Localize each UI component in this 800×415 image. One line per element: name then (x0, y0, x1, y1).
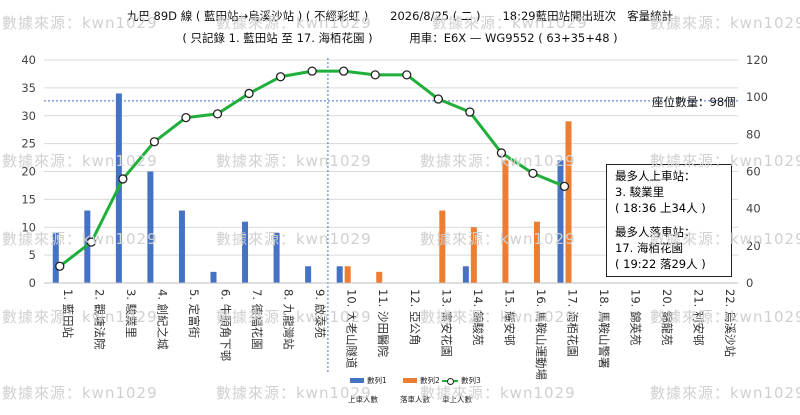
bar-alighting (439, 210, 446, 283)
max-boarding-stop: 3. 駿業里 (615, 185, 665, 199)
y-left-tick-label: 35 (21, 81, 36, 95)
bar-boarding (273, 232, 280, 283)
legend-series3-label: 車上人數 (442, 395, 472, 404)
legend-swatch-alighting (403, 378, 417, 383)
x-tick-label: 20. 錦龍苑 (660, 289, 674, 346)
onboard-point (465, 107, 475, 117)
onboard-point (118, 174, 128, 184)
x-tick-label: 5. 定富街 (187, 289, 201, 339)
chart-title-line2: ( 只記錄 1. 藍田站 至 17. 海栢花園 ) 用車：E6X — WG955… (182, 31, 618, 45)
bar-alighting (376, 271, 383, 283)
onboard-point (212, 109, 223, 119)
bar-alighting (470, 227, 477, 283)
onboard-point (244, 88, 254, 99)
x-tick-label: 1. 藍田站 (61, 289, 75, 339)
onboard-point (559, 181, 570, 192)
x-tick-label: 10. 大老山隧道 (345, 289, 359, 369)
bar-boarding (462, 266, 469, 283)
y-right-tick-label: 80 (746, 127, 761, 141)
x-tick-label: 7. 德福花園 (250, 289, 264, 350)
onboard-point (149, 137, 160, 147)
max-alighting-stop: 17. 海栢花園 (615, 241, 683, 255)
legend-series2-name: 數列2 (420, 376, 440, 385)
bar-boarding (336, 266, 343, 283)
onboard-point (275, 72, 286, 82)
max-boarding-heading: 最多人上車站： (615, 169, 696, 183)
onboard-point (307, 66, 317, 76)
legend: 數列1 上車人數 數列2 落車人數 數列3 車上人數 (340, 376, 500, 408)
max-boarding-detail: ( 18:36 上34人 ) (615, 201, 706, 215)
x-tick-label: 2. 觀塘法院 (92, 289, 106, 350)
legend-series3-name: 數列3 (461, 376, 481, 385)
legend-swatch-boarding (350, 378, 364, 383)
info-box: 最多人上車站： 3. 駿業里 ( 18:36 上34人 ) 最多人落車站： 17… (606, 164, 732, 277)
x-tick-label: 21. 利安邨 (692, 289, 706, 346)
y-right-tick-label: 0 (746, 276, 753, 290)
legend-series1-name: 數列1 (367, 376, 387, 385)
legend-series1-label: 上車人數 (348, 395, 378, 404)
onboard-point (433, 94, 443, 104)
onboard-point (181, 112, 191, 123)
y-right-tick-label: 20 (746, 239, 761, 253)
onboard-point (339, 66, 349, 76)
x-tick-label: 12. 亞公角 (408, 289, 422, 345)
onboard-point (496, 148, 507, 158)
y-left-tick-label: 25 (21, 137, 36, 151)
onboard-point (86, 237, 96, 247)
capacity-label: 座位數量：98個 (652, 95, 736, 109)
bar-boarding (242, 221, 249, 283)
x-tick-label: 18. 馬鞍山警署 (597, 289, 611, 368)
y-left-tick-label: 10 (21, 220, 36, 234)
bar-boarding (557, 160, 564, 283)
y-left-tick-label: 0 (29, 276, 36, 290)
bar-alighting (565, 121, 572, 283)
y-right-tick-label: 60 (746, 165, 761, 179)
bar-alighting (344, 266, 351, 283)
x-tick-label: 22. 烏溪沙站 (723, 289, 737, 357)
bar-alighting (502, 160, 509, 283)
y-left-tick-label: 5 (29, 248, 36, 262)
x-tick-label: 13. 富安花園 (439, 289, 453, 357)
x-tick-label: 19. 錦英苑 (629, 289, 643, 346)
bar-boarding (305, 266, 312, 283)
max-alighting-heading: 最多人落車站： (615, 225, 696, 239)
x-tick-label: 3. 駿業里 (124, 289, 138, 338)
y-right-tick-label: 40 (746, 202, 761, 216)
y-right-tick-label: 120 (746, 53, 768, 67)
legend-marker-onboard (447, 378, 454, 385)
x-tick-label: 8. 九龍灣站 (282, 289, 296, 350)
y-left-tick-label: 40 (21, 53, 36, 67)
x-tick-label: 4. 創紀之城 (155, 289, 169, 350)
onboard-point (370, 70, 380, 80)
x-tick-label: 16. 馬鞍山運動場 (534, 289, 548, 380)
y-right-tick-label: 100 (746, 90, 768, 104)
x-tick-label: 6. 牛頭角下邨 (219, 289, 233, 362)
bar-boarding (52, 232, 59, 283)
bar-boarding (147, 171, 154, 283)
onboard-point (55, 261, 65, 271)
bar-boarding (210, 271, 217, 283)
y-left-tick-label: 30 (21, 109, 36, 123)
x-tick-label: 11. 沙田醫院 (376, 289, 390, 357)
x-tick-label: 9. 啟泰苑 (313, 289, 327, 339)
y-left-tick-label: 20 (21, 165, 36, 179)
chart-title-line1: 九巴 89D 線 ( 藍田站→烏溪沙站 ) ( 不經彩虹 ) 2026/8/25… (126, 9, 674, 23)
bar-alighting (533, 221, 540, 283)
legend-series2-label: 落車人數 (400, 395, 430, 404)
max-alighting-detail: ( 19:22 落29人 ) (615, 257, 706, 271)
bar-boarding (178, 210, 185, 283)
x-tick-label: 15. 耀安邨 (502, 289, 516, 346)
onboard-point (402, 70, 412, 80)
y-left-tick-label: 15 (21, 192, 36, 206)
x-tick-label: 14. 錦駿苑 (471, 289, 485, 346)
x-tick-label: 17. 海栢花園 (566, 289, 580, 357)
onboard-point (528, 168, 538, 179)
